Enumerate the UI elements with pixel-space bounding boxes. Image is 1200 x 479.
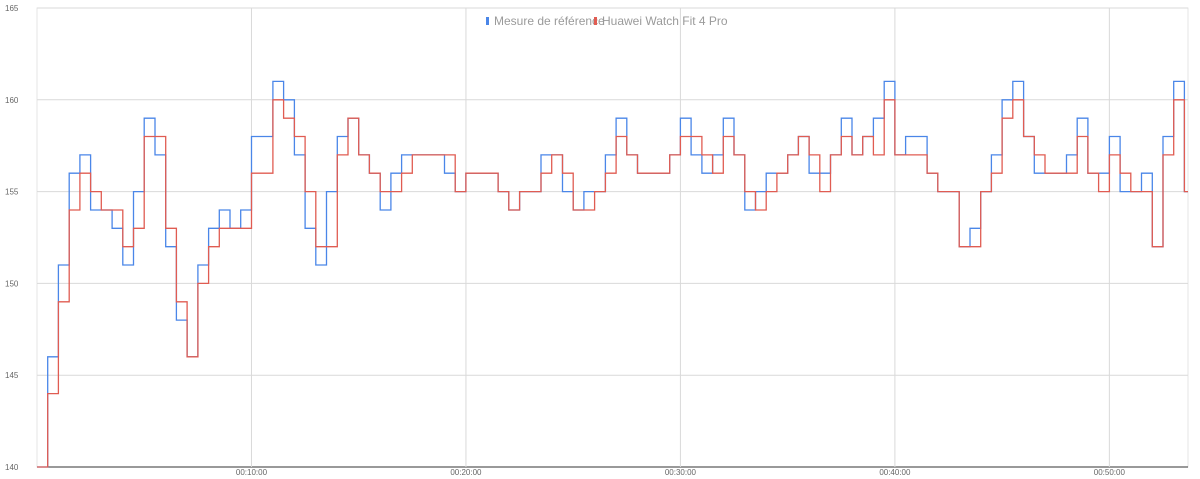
x-tick-label: 00:40:00 <box>879 468 911 477</box>
y-tick-label: 140 <box>5 463 19 472</box>
legend-label: Mesure de référence <box>494 14 605 28</box>
y-tick-label: 165 <box>5 4 19 13</box>
legend-label: Huawei Watch Fit 4 Pro <box>602 14 728 28</box>
y-tick-label: 145 <box>5 371 19 380</box>
series-line-1 <box>37 80 1188 468</box>
x-tick-label: 00:50:00 <box>1094 468 1126 477</box>
x-tick-label: 00:30:00 <box>665 468 697 477</box>
y-tick-label: 160 <box>5 96 19 105</box>
legend-swatch <box>486 17 489 25</box>
axis-labels: 140 145 150 155 160 165 00:10:00 00:20:00 00:30:… <box>5 4 1125 477</box>
series-lines <box>37 80 1188 468</box>
y-tick-label: 155 <box>5 188 19 197</box>
plot-frame <box>36 7 1189 468</box>
legend-swatch <box>594 17 597 25</box>
grid <box>36 7 1189 468</box>
y-tick-label: 150 <box>5 279 19 288</box>
series-line-2 <box>37 99 1188 468</box>
x-tick-label: 00:20:00 <box>450 468 482 477</box>
x-tick-label: 00:10:00 <box>236 468 268 477</box>
